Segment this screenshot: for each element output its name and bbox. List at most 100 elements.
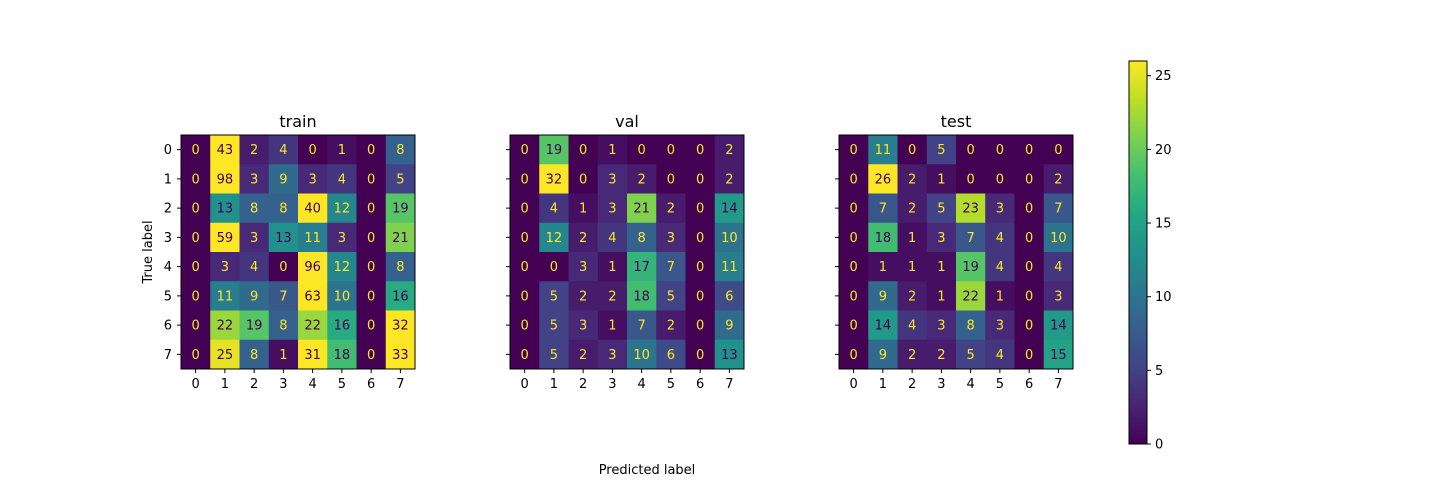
cell-value: 0 <box>849 172 857 187</box>
heatmap-cell <box>298 164 328 194</box>
cell-value: 0 <box>367 289 375 304</box>
heatmap-cell <box>597 222 628 253</box>
cell-value: 4 <box>996 348 1004 363</box>
cell-value: 0 <box>367 231 375 246</box>
heatmap-cell <box>510 164 540 194</box>
heatmap-cell <box>356 281 387 311</box>
cell-value: 0 <box>849 202 857 217</box>
heatmap-cell <box>956 339 986 370</box>
cell-value: 9 <box>879 348 887 363</box>
heatmap-cell <box>714 222 745 253</box>
heatmap-cell <box>268 135 299 165</box>
heatmap-cell <box>656 310 686 341</box>
cell-value: 0 <box>1054 143 1062 158</box>
cell-value: 32 <box>392 319 409 334</box>
heatmap-cell <box>685 135 716 165</box>
cell-value: 2 <box>250 143 258 158</box>
cell-value: 0 <box>696 172 704 187</box>
cell-value: 4 <box>1054 260 1062 275</box>
cell-value: 1 <box>996 289 1004 304</box>
cell-value: 0 <box>367 260 375 275</box>
cell-value: 3 <box>579 260 587 275</box>
cell-value: 9 <box>250 289 258 304</box>
cell-value: 0 <box>520 348 528 363</box>
heatmap-cell <box>539 222 569 253</box>
heatmap-cell <box>568 135 599 165</box>
heatmap-cell <box>1043 164 1074 194</box>
panel-title: test <box>941 112 972 131</box>
cell-value: 40 <box>304 202 321 217</box>
heatmap-cell <box>568 222 599 253</box>
x-tick-label: 6 <box>1025 377 1033 392</box>
x-tick-label: 1 <box>550 377 558 392</box>
cell-value: 3 <box>996 202 1004 217</box>
cell-value: 8 <box>396 143 404 158</box>
heatmap-cell <box>868 281 898 311</box>
heatmap-cell <box>985 310 1015 341</box>
heatmap-cell <box>268 310 299 341</box>
cell-value: 10 <box>633 348 650 363</box>
cell-value: 33 <box>392 348 409 363</box>
heatmap-cell <box>1043 222 1074 253</box>
heatmap-cell <box>897 222 928 253</box>
cell-value: 2 <box>637 172 645 187</box>
cell-value: 0 <box>667 143 675 158</box>
cell-value: 5 <box>937 143 945 158</box>
cell-value: 4 <box>338 172 346 187</box>
cell-value: 21 <box>392 231 409 246</box>
cell-value: 12 <box>334 202 351 217</box>
cell-value: 43 <box>217 143 234 158</box>
y-tick-label: 7 <box>164 348 172 363</box>
heatmap-cell <box>627 310 657 341</box>
cell-value: 0 <box>1025 231 1033 246</box>
cell-value: 2 <box>908 289 916 304</box>
heatmap-cell <box>181 193 211 224</box>
heatmap-cell <box>926 135 957 165</box>
x-axis-label: Predicted label <box>599 463 696 478</box>
cell-value: 7 <box>637 319 645 334</box>
heatmap-cell <box>356 193 387 224</box>
cell-value: 13 <box>217 202 234 217</box>
cell-value: 3 <box>338 231 346 246</box>
heatmap-cell <box>1014 193 1045 224</box>
heatmap-cell <box>181 310 211 341</box>
cell-value: 8 <box>250 348 258 363</box>
cell-value: 8 <box>250 202 258 217</box>
cell-value: 98 <box>217 172 234 187</box>
cell-value: 0 <box>191 143 199 158</box>
cell-value: 14 <box>1050 319 1067 334</box>
heatmap-cell <box>327 252 357 282</box>
cell-value: 0 <box>520 172 528 187</box>
cell-value: 2 <box>908 202 916 217</box>
x-tick-label: 1 <box>221 377 229 392</box>
heatmap-cell <box>210 339 240 370</box>
heatmap-cell <box>685 164 716 194</box>
cell-value: 2 <box>725 143 733 158</box>
heatmap-cell <box>1043 252 1074 282</box>
x-tick-label: 5 <box>996 377 1004 392</box>
heatmap-cell <box>1043 135 1074 165</box>
cell-value: 9 <box>725 319 733 334</box>
heatmap-cell <box>539 252 569 282</box>
heatmap-cell <box>839 135 869 165</box>
cell-value: 3 <box>608 172 616 187</box>
heatmap-cell <box>839 193 869 224</box>
heatmap-cell <box>627 222 657 253</box>
heatmap-cell <box>539 281 569 311</box>
heatmap-cell <box>926 164 957 194</box>
heatmap-cell <box>210 252 240 282</box>
x-tick-label: 7 <box>396 377 404 392</box>
heatmap-cell <box>568 281 599 311</box>
cell-value: 0 <box>696 289 704 304</box>
x-tick-label: 2 <box>250 377 258 392</box>
heatmap-cell <box>385 193 416 224</box>
heatmap-cell <box>1014 310 1045 341</box>
heatmap-cell <box>385 339 416 370</box>
cell-value: 0 <box>550 260 558 275</box>
cell-value: 2 <box>667 202 675 217</box>
cell-value: 0 <box>367 202 375 217</box>
cell-value: 1 <box>879 260 887 275</box>
x-tick-label: 7 <box>725 377 733 392</box>
heatmap-cell <box>268 193 299 224</box>
heatmap-cell <box>510 310 540 341</box>
